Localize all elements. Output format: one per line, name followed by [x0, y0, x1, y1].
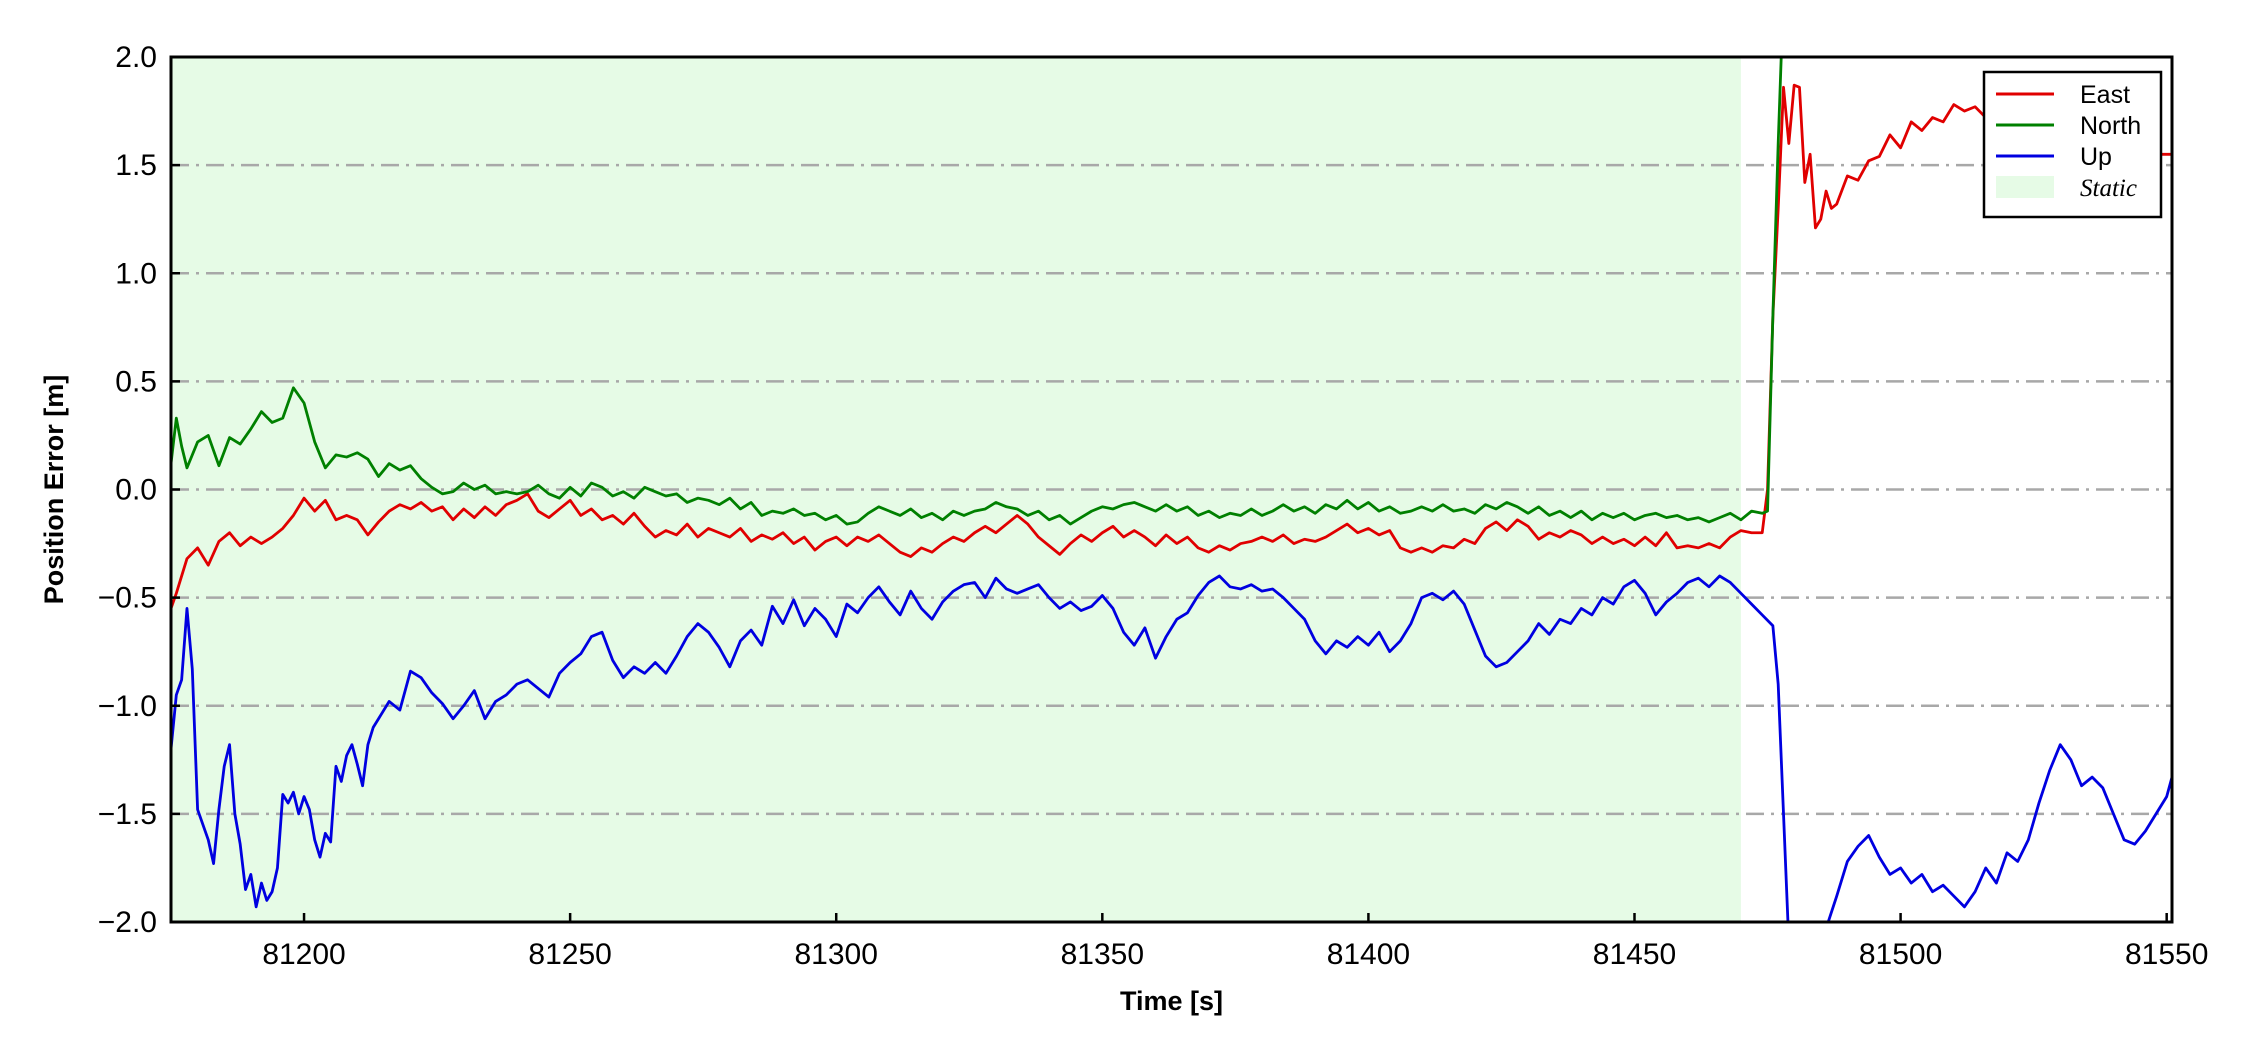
y-tick-label: 0.0: [115, 474, 157, 507]
y-tick-label: −0.5: [98, 582, 157, 615]
y-axis-title: Position Error [m]: [39, 375, 69, 605]
y-tick-label: 0.5: [115, 365, 157, 398]
x-tick-label: 81250: [528, 938, 611, 971]
y-tick-label: −2.0: [98, 906, 157, 939]
legend-swatch-static: [1996, 176, 2054, 198]
y-tick-label: −1.5: [98, 798, 157, 831]
legend-box: [1982, 70, 2163, 219]
y-tick-label: 2.0: [115, 41, 157, 74]
x-tick-label: 81500: [1859, 938, 1942, 971]
series-line-north: [171, 57, 1783, 526]
legend-label-static: Static: [2080, 175, 2137, 202]
x-axis: 81200 81250 81300 81350 81400 81450 81500 81550: [262, 913, 2208, 971]
x-tick-label: 81550: [2125, 938, 2208, 971]
series-line-east: [171, 83, 2172, 609]
legend-label-up: Up: [2080, 143, 2112, 171]
x-tick-label: 81200: [262, 938, 345, 971]
y-tick-label: 1.0: [115, 257, 157, 290]
series-layer: [171, 57, 2172, 922]
series-line-up: [1813, 743, 2172, 922]
x-tick-label: 81450: [1593, 938, 1676, 971]
legend: East North Up Static: [1982, 70, 2163, 219]
x-axis-title: Time [s]: [1120, 986, 1223, 1016]
x-tick-label: 81400: [1327, 938, 1410, 971]
legend-label-east: East: [2080, 81, 2130, 109]
y-tick-label: 1.5: [115, 149, 157, 182]
x-tick-label: 81350: [1061, 938, 1144, 971]
x-tick-label: 81300: [795, 938, 878, 971]
legend-label-north: North: [2080, 112, 2141, 140]
y-axis: 2.0 1.5 1.0 0.5 0.0 −0.5 −1.0 −1.5 −2.0: [98, 41, 180, 939]
series-line-up: [171, 574, 1790, 922]
y-tick-label: −1.0: [98, 690, 157, 723]
